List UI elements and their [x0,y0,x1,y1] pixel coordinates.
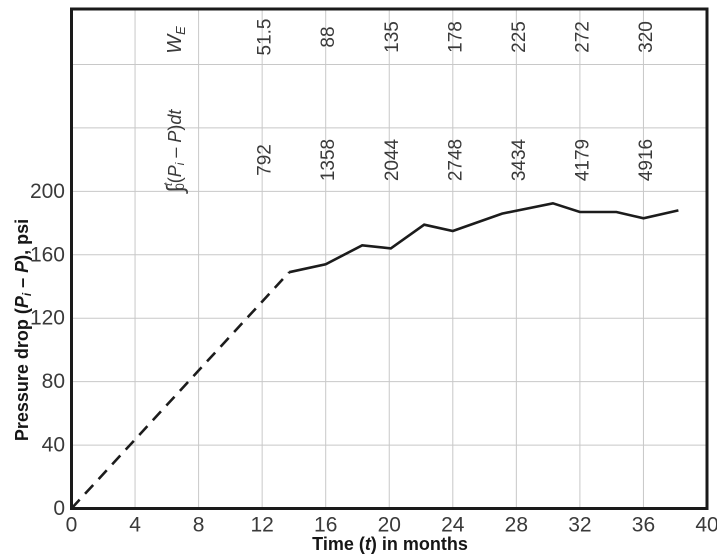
we-row-label: WE [164,26,188,54]
integral-value: 2044 [382,138,403,181]
y-axis-title: Pressure drop (Pi – P), psi [12,219,34,441]
series [70,201,679,510]
integral-value: 4179 [572,139,593,181]
integral-value: 792 [255,144,276,176]
y-tick-label: 120 [30,307,65,330]
integral-row-label: ∫t0(Pi – P)dt [161,109,188,195]
we-value: 178 [445,21,466,53]
extrapolated-pressure-drop-line [70,271,291,510]
x-tick-label: 0 [66,514,78,537]
y-tick-label: 40 [42,434,65,457]
grid [71,9,707,509]
we-value: 320 [636,21,657,53]
we-value: 225 [509,21,530,53]
y-axis-tick-labels: 0 40 80 120 160 200 [30,180,65,520]
y-tick-label: 80 [42,370,65,393]
integral-value: 2748 [445,139,466,181]
x-tick-label: 4 [129,514,141,537]
y-tick-label: 0 [53,497,65,520]
integral-value: 1358 [318,139,339,181]
x-tick-label: 16 [314,514,337,537]
integral-value: 4916 [636,139,657,181]
x-tick-label: 40 [695,514,717,537]
y-tick-label: 160 [30,243,65,266]
x-tick-label: 32 [568,514,591,537]
we-value: 51.5 [255,19,276,56]
x-axis-title: Time (t) in months [312,534,468,554]
x-tick-label: 8 [193,514,205,537]
x-tick-label: 36 [632,514,655,537]
we-value: 88 [318,26,339,47]
plot-border [70,7,709,510]
x-axis-tick-labels: 0 4 8 12 16 20 24 28 32 36 40 [66,514,717,537]
x-tick-label: 24 [441,514,465,537]
x-tick-label: 12 [250,514,273,537]
y-tick-label: 200 [30,180,65,203]
x-tick-label: 20 [378,514,401,537]
we-value: 135 [382,21,403,53]
we-value: 272 [572,21,593,53]
integral-annotation-row: ∫t0(Pi – P)dt 792 1358 2044 2748 3434 4179 4916 [161,109,657,195]
x-tick-label: 28 [505,514,528,537]
observed-pressure-drop-line [288,201,679,274]
we-annotation-row: WE 51.5 88 135 178 225 272 320 [164,19,657,56]
integral-value: 3434 [509,138,530,181]
